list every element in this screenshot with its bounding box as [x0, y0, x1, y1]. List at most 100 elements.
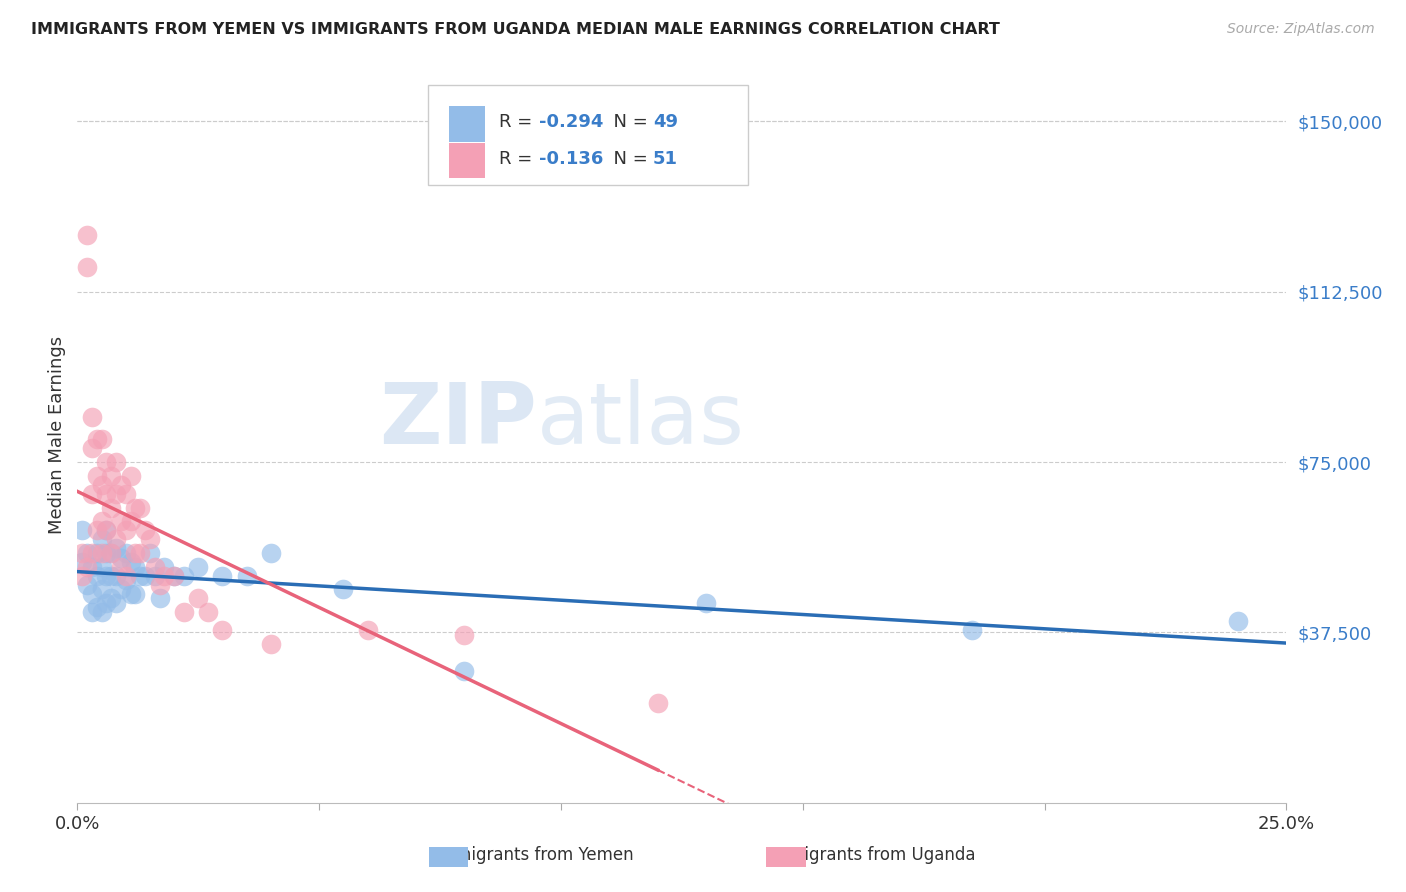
Point — [105, 455, 128, 469]
Point — [114, 568, 136, 582]
Text: atlas: atlas — [537, 378, 745, 462]
Point — [110, 582, 132, 597]
Point — [76, 546, 98, 560]
Point — [187, 559, 209, 574]
Point — [211, 568, 233, 582]
Point — [260, 637, 283, 651]
Point — [100, 500, 122, 515]
Point — [120, 468, 142, 483]
Text: R =: R = — [499, 150, 538, 168]
Point — [105, 596, 128, 610]
FancyBboxPatch shape — [449, 106, 485, 142]
Point — [105, 541, 128, 556]
Point — [70, 546, 93, 560]
Point — [129, 500, 152, 515]
Point — [110, 478, 132, 492]
Point — [86, 523, 108, 537]
Point — [86, 568, 108, 582]
Point — [139, 533, 162, 547]
Point — [235, 568, 257, 582]
Point — [96, 596, 118, 610]
Point — [80, 409, 103, 424]
Point — [134, 568, 156, 582]
Point — [90, 478, 112, 492]
Point — [105, 568, 128, 582]
Point — [96, 546, 118, 560]
Text: 49: 49 — [652, 113, 678, 131]
Point — [173, 605, 195, 619]
Point — [129, 568, 152, 582]
Point — [76, 227, 98, 242]
Point — [76, 578, 98, 592]
Point — [110, 514, 132, 528]
Point — [134, 523, 156, 537]
Point — [139, 546, 162, 560]
Point — [100, 546, 122, 560]
FancyBboxPatch shape — [427, 86, 748, 185]
Point — [100, 468, 122, 483]
Point — [153, 559, 176, 574]
Point — [197, 605, 219, 619]
Point — [76, 559, 98, 574]
Point — [86, 600, 108, 615]
Point — [100, 546, 122, 560]
Point — [120, 514, 142, 528]
Point — [90, 559, 112, 574]
Text: Source: ZipAtlas.com: Source: ZipAtlas.com — [1227, 22, 1375, 37]
Point — [453, 628, 475, 642]
Point — [90, 514, 112, 528]
Point — [90, 582, 112, 597]
Point — [356, 623, 378, 637]
Point — [143, 559, 166, 574]
Point — [80, 587, 103, 601]
Text: N =: N = — [602, 150, 654, 168]
Point — [1227, 614, 1250, 628]
Point — [163, 568, 186, 582]
Point — [90, 533, 112, 547]
Point — [148, 591, 170, 606]
Point — [187, 591, 209, 606]
Text: N =: N = — [602, 113, 654, 131]
Point — [105, 487, 128, 501]
Point — [114, 523, 136, 537]
Point — [105, 533, 128, 547]
Point — [211, 623, 233, 637]
Point — [80, 546, 103, 560]
Point — [70, 568, 93, 582]
Point — [96, 568, 118, 582]
Y-axis label: Median Male Earnings: Median Male Earnings — [48, 335, 66, 534]
Text: Immigrants from Uganda: Immigrants from Uganda — [768, 846, 976, 863]
Point — [143, 568, 166, 582]
Point — [80, 605, 103, 619]
Text: -0.294: -0.294 — [540, 113, 603, 131]
Point — [70, 523, 93, 537]
Point — [70, 555, 93, 569]
Point — [86, 433, 108, 447]
Point — [695, 596, 717, 610]
Text: Immigrants from Yemen: Immigrants from Yemen — [434, 846, 634, 863]
Point — [100, 568, 122, 582]
Point — [96, 523, 118, 537]
Point — [96, 523, 118, 537]
Point — [332, 582, 354, 597]
Point — [80, 559, 103, 574]
Text: 51: 51 — [652, 150, 678, 168]
Point — [120, 587, 142, 601]
Text: IMMIGRANTS FROM YEMEN VS IMMIGRANTS FROM UGANDA MEDIAN MALE EARNINGS CORRELATION: IMMIGRANTS FROM YEMEN VS IMMIGRANTS FROM… — [31, 22, 1000, 37]
Point — [129, 546, 152, 560]
Point — [86, 546, 108, 560]
Point — [173, 568, 195, 582]
Point — [90, 433, 112, 447]
Point — [80, 487, 103, 501]
Point — [114, 573, 136, 587]
Point — [124, 500, 146, 515]
Point — [96, 455, 118, 469]
Point — [110, 559, 132, 574]
Point — [260, 546, 283, 560]
FancyBboxPatch shape — [449, 143, 485, 178]
Point — [148, 578, 170, 592]
Text: R =: R = — [499, 113, 538, 131]
Point — [453, 664, 475, 678]
Text: ZIP: ZIP — [380, 378, 537, 462]
Point — [90, 546, 112, 560]
